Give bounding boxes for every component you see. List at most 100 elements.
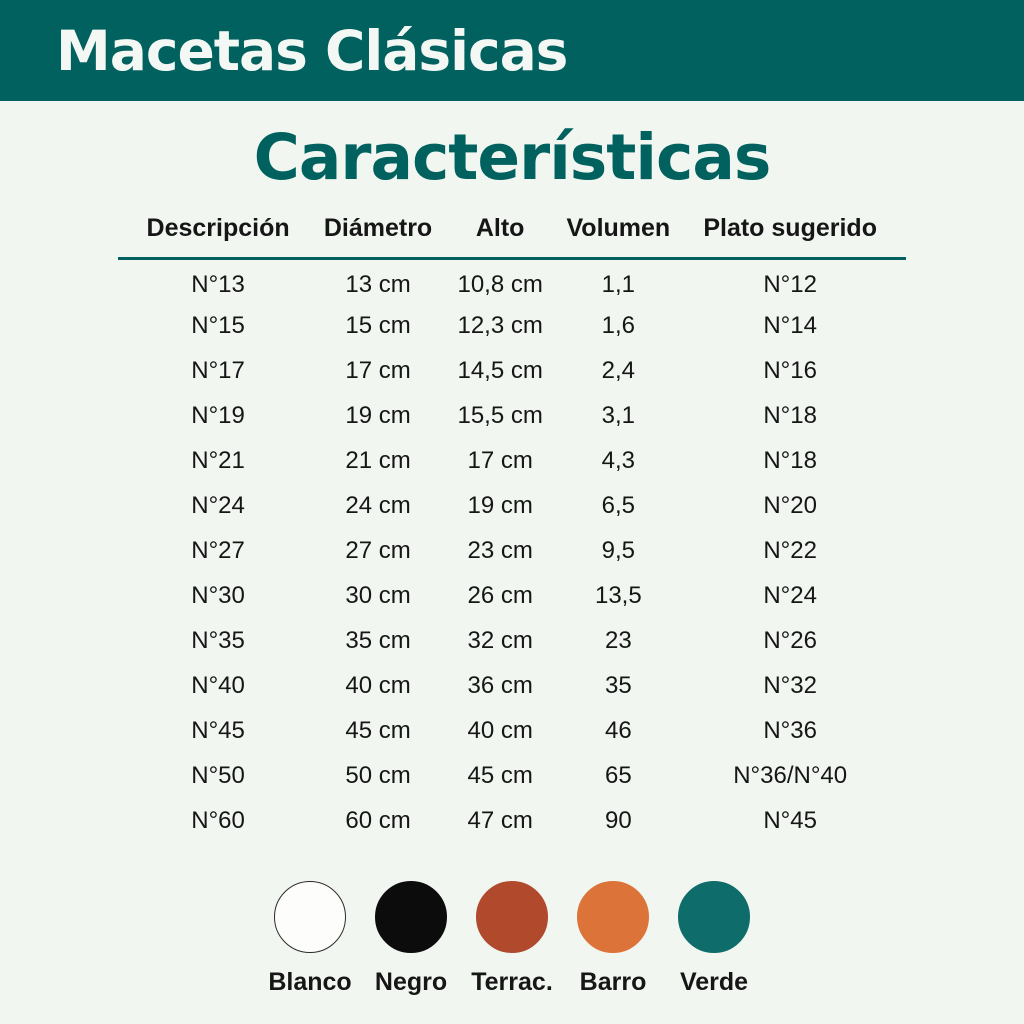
table-row: N°27 27 cm 23 cm 9,5 N°22 bbox=[118, 529, 906, 574]
table-cell: 30 cm bbox=[345, 582, 411, 609]
table-cell: 17 cm bbox=[345, 357, 411, 384]
table-cell: N°40 bbox=[191, 672, 245, 699]
table-cell: N°36 bbox=[763, 717, 817, 744]
table-cell: 50 cm bbox=[345, 762, 411, 789]
legend-item-verde: Verde bbox=[678, 880, 750, 997]
table-cell: 15,5 cm bbox=[457, 402, 543, 429]
column-header-plato-sugerido: Plato sugerido bbox=[674, 208, 906, 260]
table-cell: 35 bbox=[605, 672, 632, 699]
table-cell: 90 bbox=[605, 807, 632, 834]
legend-item-terracota: Terrac. bbox=[471, 880, 553, 997]
spec-table-body: N°13 13 cm 10,8 cm 1,1 N°12 N°15 15 cm 12,3 cm 1… bbox=[118, 259, 906, 844]
header-row: Descripción Diámetro Alto Volumen Plato … bbox=[118, 208, 906, 260]
table-cell: 60 cm bbox=[345, 807, 411, 834]
table-cell: N°24 bbox=[191, 492, 245, 519]
table-row: N°24 24 cm 19 cm 6,5 N°20 bbox=[118, 484, 906, 529]
table-cell: 12,3 cm bbox=[457, 312, 543, 339]
terracota-color-swatch-icon bbox=[476, 880, 548, 953]
table-cell: N°50 bbox=[191, 762, 245, 789]
table-cell: N°27 bbox=[191, 537, 245, 564]
table-cell: N°13 bbox=[191, 270, 245, 298]
legend-label: Barro bbox=[579, 967, 647, 996]
table-cell: 3,1 bbox=[601, 402, 636, 429]
table-cell: N°36/N°40 bbox=[733, 762, 848, 789]
table-cell: N°16 bbox=[763, 357, 817, 384]
table-cell: 46 bbox=[605, 717, 632, 744]
table-cell: N°14 bbox=[763, 312, 817, 339]
table-cell: 40 cm bbox=[345, 672, 411, 699]
table-cell: 36 cm bbox=[467, 672, 533, 699]
color-legend: Blanco Negro Terrac. Barro Verde bbox=[0, 880, 1024, 997]
table-cell: N°18 bbox=[763, 447, 817, 474]
table-cell: 45 cm bbox=[467, 762, 533, 789]
table-cell: 40 cm bbox=[467, 717, 533, 744]
table-cell: N°45 bbox=[763, 807, 817, 834]
table-row: N°13 13 cm 10,8 cm 1,1 N°12 bbox=[118, 259, 906, 304]
table-cell: N°22 bbox=[763, 537, 817, 564]
legend-item-negro: Negro bbox=[374, 880, 448, 997]
table-cell: 32 cm bbox=[467, 627, 533, 654]
column-header-volumen: Volumen bbox=[562, 208, 675, 260]
table-cell: N°21 bbox=[191, 447, 245, 474]
table-cell: 14,5 cm bbox=[457, 357, 543, 384]
table-row: N°40 40 cm 36 cm 35 N°32 bbox=[118, 664, 906, 709]
table-cell: N°12 bbox=[763, 270, 817, 298]
verde-color-swatch-icon bbox=[678, 880, 750, 953]
legend-item-blanco: Blanco bbox=[268, 880, 352, 997]
table-row: N°17 17 cm 14,5 cm 2,4 N°16 bbox=[118, 349, 906, 394]
legend-label: Terrac. bbox=[471, 967, 553, 996]
legend-label: Negro bbox=[374, 967, 448, 996]
table-row: N°15 15 cm 12,3 cm 1,6 N°14 bbox=[118, 304, 906, 349]
table-cell: 13,5 bbox=[594, 582, 642, 609]
barro-color-swatch-icon bbox=[577, 880, 649, 953]
legend-label: Verde bbox=[679, 967, 749, 996]
table-row: N°30 30 cm 26 cm 13,5 N°24 bbox=[118, 574, 906, 619]
table-cell: 65 bbox=[605, 762, 632, 789]
table-cell: 17 cm bbox=[467, 447, 533, 474]
app-title: Macetas Clásicas bbox=[56, 18, 568, 83]
table-cell: 4,3 bbox=[601, 447, 636, 474]
table-cell: 23 bbox=[605, 627, 632, 654]
table-cell: 35 cm bbox=[345, 627, 411, 654]
table-cell: 47 cm bbox=[467, 807, 533, 834]
table-cell: N°19 bbox=[191, 402, 245, 429]
table-cell: 27 cm bbox=[345, 537, 411, 564]
table-cell: N°60 bbox=[191, 807, 245, 834]
table-cell: 24 cm bbox=[345, 492, 411, 519]
table-cell: N°45 bbox=[191, 717, 245, 744]
table-cell: N°32 bbox=[763, 672, 817, 699]
table-row: N°60 60 cm 47 cm 90 N°45 bbox=[118, 799, 906, 844]
spec-table-head: Descripción Diámetro Alto Volumen Plato … bbox=[118, 208, 906, 260]
table-cell: N°15 bbox=[191, 312, 245, 339]
table-cell: 21 cm bbox=[345, 447, 411, 474]
table-cell: 26 cm bbox=[467, 582, 533, 609]
legend-label: Blanco bbox=[268, 967, 352, 996]
table-cell: 1,1 bbox=[601, 270, 636, 298]
table-cell: 23 cm bbox=[467, 537, 533, 564]
table-cell: 19 cm bbox=[345, 402, 411, 429]
column-header-descripcion: Descripción bbox=[118, 208, 319, 260]
table-cell: N°35 bbox=[191, 627, 245, 654]
table-cell: 15 cm bbox=[345, 312, 411, 339]
page-title: Características bbox=[253, 121, 772, 194]
table-cell: 19 cm bbox=[467, 492, 533, 519]
spec-table: Descripción Diámetro Alto Volumen Plato … bbox=[118, 208, 906, 844]
table-cell: N°20 bbox=[763, 492, 817, 519]
table-cell: N°17 bbox=[191, 357, 245, 384]
table-row: N°45 45 cm 40 cm 46 N°36 bbox=[118, 709, 906, 754]
table-cell: N°26 bbox=[763, 627, 817, 654]
table-cell: 1,6 bbox=[601, 312, 636, 339]
column-header-alto: Alto bbox=[437, 208, 563, 260]
table-cell: N°18 bbox=[763, 402, 817, 429]
blanco-color-swatch-icon bbox=[274, 880, 346, 953]
table-row: N°35 35 cm 32 cm 23 N°26 bbox=[118, 619, 906, 664]
table-cell: 13 cm bbox=[345, 270, 411, 298]
table-cell: N°30 bbox=[191, 582, 245, 609]
negro-color-swatch-icon bbox=[375, 880, 447, 953]
header-banner: Macetas Clásicas bbox=[0, 0, 1024, 101]
table-cell: 2,4 bbox=[601, 357, 636, 384]
table-cell: 45 cm bbox=[345, 717, 411, 744]
table-row: N°21 21 cm 17 cm 4,3 N°18 bbox=[118, 439, 906, 484]
table-cell: 9,5 bbox=[601, 537, 636, 564]
table-cell: 6,5 bbox=[601, 492, 636, 519]
